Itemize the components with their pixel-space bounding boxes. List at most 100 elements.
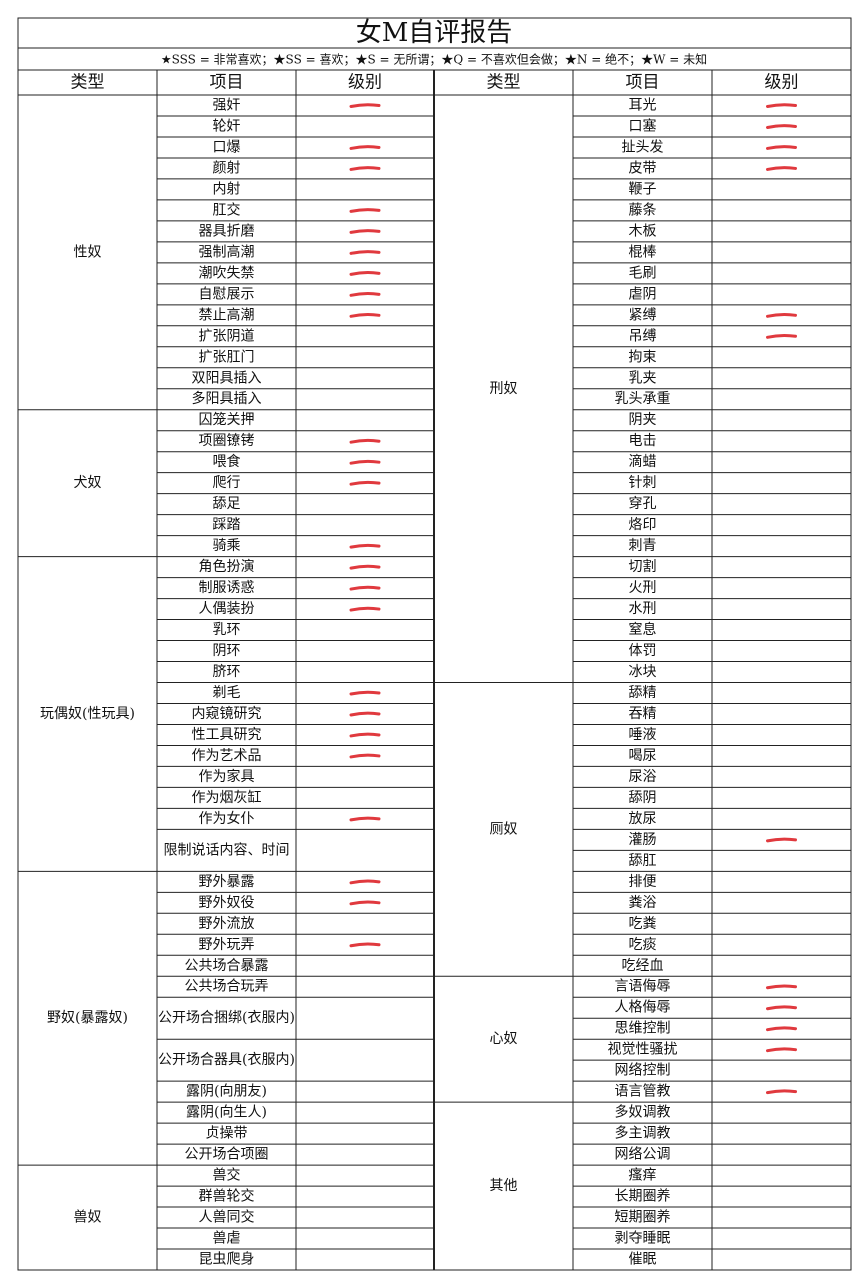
hand-mark xyxy=(766,166,797,171)
hand-mark xyxy=(349,292,381,297)
item: 虐阴 xyxy=(629,286,657,302)
item: 针刺 xyxy=(629,475,657,491)
hand-mark xyxy=(349,313,381,318)
item: 体罚 xyxy=(629,643,657,659)
item: 冰块 xyxy=(629,664,657,680)
item: 兽交 xyxy=(213,1167,241,1184)
item: 多奴调教 xyxy=(615,1104,671,1121)
item: 乳头承重 xyxy=(615,391,671,407)
hand-mark xyxy=(349,145,381,150)
item: 烙印 xyxy=(629,517,657,533)
hand-mark xyxy=(349,250,381,255)
header-cell: 级别 xyxy=(765,73,799,93)
item: 内射 xyxy=(213,181,241,197)
item: 剃毛 xyxy=(213,685,241,701)
item: 项圈镣铐 xyxy=(199,433,255,449)
item: 舔足 xyxy=(213,496,241,512)
hand-mark xyxy=(349,690,381,696)
item: 粪浴 xyxy=(629,895,657,911)
item: 制服诱惑 xyxy=(199,580,255,596)
item: 踩踏 xyxy=(213,517,241,533)
item: 露阴(向朋友) xyxy=(186,1084,267,1100)
hand-mark xyxy=(766,313,797,318)
hand-mark xyxy=(349,606,381,612)
item: 乳夹 xyxy=(629,370,657,386)
item: 野外暴露 xyxy=(199,874,255,890)
item: 吊缚 xyxy=(629,327,657,344)
item: 公共场合暴露 xyxy=(185,958,269,974)
item: 多阳具插入 xyxy=(192,390,262,407)
hand-mark xyxy=(766,984,797,990)
item: 作为家具 xyxy=(199,768,255,785)
item: 网络公调 xyxy=(615,1147,671,1163)
item: 作为烟灰缸 xyxy=(192,789,262,806)
item: 双阳具插入 xyxy=(192,370,262,386)
group-type: 心奴 xyxy=(490,1030,518,1047)
group-type: 野奴(暴露奴) xyxy=(47,1009,128,1026)
item: 作为女仆 xyxy=(199,810,255,827)
item: 群兽轮交 xyxy=(199,1188,255,1205)
item: 放尿 xyxy=(629,811,657,827)
hand-mark xyxy=(349,166,381,171)
item: 角色扮演 xyxy=(199,558,255,575)
item: 切割 xyxy=(629,558,657,575)
header-cell: 类型 xyxy=(71,73,105,93)
item: 木板 xyxy=(629,223,657,239)
hand-mark xyxy=(766,1047,797,1053)
hand-mark xyxy=(349,732,381,738)
item: 器具折磨 xyxy=(199,223,255,239)
group-type: 玩偶奴(性玩具) xyxy=(40,705,135,722)
item: 阴夹 xyxy=(629,412,657,428)
item: 舔阴 xyxy=(629,790,657,806)
item: 舔肛 xyxy=(629,853,657,869)
header-cell: 级别 xyxy=(348,73,382,93)
header-cell: 项目 xyxy=(626,73,660,93)
item: 爬行 xyxy=(213,475,241,491)
hand-mark xyxy=(349,480,381,486)
item: 窒息 xyxy=(629,621,657,638)
group-type: 犬奴 xyxy=(74,474,102,491)
hand-mark xyxy=(349,438,381,444)
item: 喂食 xyxy=(213,453,241,470)
item: 野外奴役 xyxy=(199,894,255,911)
item: 多主调教 xyxy=(615,1125,671,1142)
item: 唾液 xyxy=(629,727,657,743)
item: 瘙痒 xyxy=(629,1167,657,1184)
item: 公开场合器具(衣服内) xyxy=(158,1052,295,1068)
group-type: 兽奴 xyxy=(74,1209,102,1226)
item: 催眠 xyxy=(629,1252,657,1268)
item: 语言管教 xyxy=(615,1084,671,1100)
hand-mark xyxy=(766,837,797,843)
item: 吃粪 xyxy=(629,916,657,932)
item: 作为艺术品 xyxy=(192,748,262,764)
item: 穿孔 xyxy=(629,496,657,512)
hand-mark xyxy=(766,103,797,108)
item: 滴蜡 xyxy=(629,453,657,470)
hand-mark xyxy=(766,1026,797,1032)
item: 昆虫爬身 xyxy=(199,1252,255,1268)
item: 公开场合捆绑(衣服内) xyxy=(158,1010,295,1026)
item: 水刑 xyxy=(629,601,657,617)
group-type: 其他 xyxy=(490,1178,518,1194)
item: 吃经血 xyxy=(622,958,664,974)
group-type: 刑奴 xyxy=(490,380,518,397)
item: 性工具研究 xyxy=(192,727,262,743)
item: 露阴(向生人) xyxy=(186,1105,267,1121)
item: 公开场合项圈 xyxy=(185,1147,269,1163)
hand-mark xyxy=(349,271,381,276)
hand-mark xyxy=(766,1005,797,1011)
item: 自慰展示 xyxy=(199,285,255,302)
item: 网络控制 xyxy=(615,1063,671,1079)
item: 轮奸 xyxy=(213,118,241,134)
item: 禁止高潮 xyxy=(199,306,255,323)
group-type: 厕奴 xyxy=(490,820,518,837)
item: 火刑 xyxy=(629,580,657,596)
hand-mark xyxy=(349,103,381,108)
item: 藤条 xyxy=(629,201,657,218)
item: 扩张肛门 xyxy=(199,349,255,365)
item: 人兽同交 xyxy=(199,1209,255,1226)
item: 乳环 xyxy=(213,622,241,638)
title: 女M自评报告 xyxy=(356,18,513,48)
